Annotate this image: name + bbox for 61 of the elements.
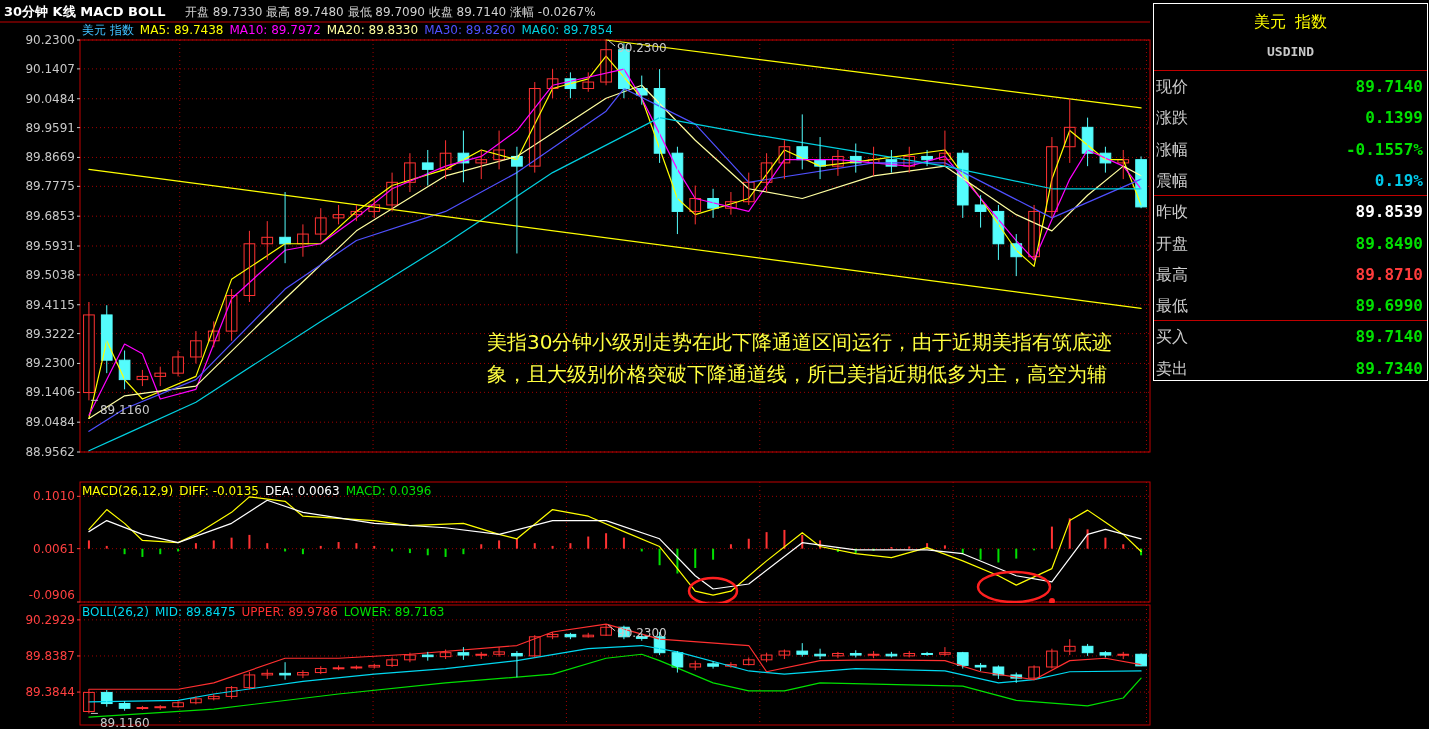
text: MA10: 89.7972 bbox=[229, 23, 321, 37]
text: MA5: 89.7438 bbox=[139, 23, 224, 37]
category-label: 开盘 bbox=[1156, 233, 1188, 253]
y-tick-label: 89.4115 bbox=[25, 297, 75, 312]
text: 89.8490 bbox=[1355, 233, 1423, 253]
category-label: 买入 bbox=[1156, 327, 1188, 347]
category-label: 最高 bbox=[1156, 264, 1188, 284]
category-label: 震幅 bbox=[1156, 170, 1188, 190]
category-label: 最低 bbox=[1156, 296, 1188, 316]
y-tick-label: 0.0061 bbox=[33, 541, 75, 556]
chart-title: BOLL(26,2) bbox=[82, 605, 149, 619]
text: USDIND bbox=[1266, 44, 1315, 59]
y-tick-label: 90.1407 bbox=[25, 61, 75, 76]
y-tick-label: 89.3222 bbox=[25, 326, 75, 341]
y-tick-label: 88.9562 bbox=[25, 445, 75, 459]
text: 89.7340 bbox=[1355, 358, 1423, 378]
y-tick-label: 90.2300 bbox=[25, 33, 75, 47]
chart-title: MACD(26,12,9) bbox=[82, 484, 174, 498]
text: 89.6990 bbox=[1355, 296, 1423, 316]
y-tick-label: 89.2300 bbox=[25, 356, 75, 371]
series-label: DIFF: -0.0135 bbox=[179, 484, 259, 498]
y-tick-label: 89.5038 bbox=[25, 267, 75, 282]
text: MA60: 89.7854 bbox=[521, 23, 613, 37]
y-tick-label: 89.1406 bbox=[25, 385, 75, 400]
annotation: 美指30分钟小级别走势在此下降通道区间运行，由于近期美指有筑底迹象，且大级别价格突破下降通道线，所已美指近期低多为主，高空为辅 bbox=[487, 329, 1114, 388]
y-tick-label: 90.0484 bbox=[25, 91, 75, 106]
text: -0.1557% bbox=[1345, 139, 1423, 159]
text: 0.19% bbox=[1374, 170, 1423, 190]
text: MA20: 89.8330 bbox=[326, 23, 419, 37]
y-tick-label: -0.0906 bbox=[28, 588, 75, 602]
text: 89.7140 bbox=[1355, 77, 1423, 96]
y-tick-label: 89.6853 bbox=[25, 209, 75, 224]
text: MACD: 0.0396 bbox=[345, 484, 432, 498]
chart-subtitle: 开盘 89.7330 最高 89.7480 最低 89.7090 收盘 89.7140 涨幅 -0.0267% bbox=[185, 5, 596, 19]
annotation: 89.1160 bbox=[99, 716, 150, 729]
y-tick-label: 89.9591 bbox=[25, 120, 75, 135]
text: 美元 指数 bbox=[1252, 12, 1329, 33]
text: 0.1399 bbox=[1365, 108, 1423, 128]
category-label: 卖出 bbox=[1156, 358, 1188, 378]
series-label: DEA: 0.0063 bbox=[264, 484, 340, 498]
text: MA30: 89.8260 bbox=[424, 23, 516, 37]
y-tick-label: 90.2929 bbox=[25, 612, 75, 627]
chart-title: 30分钟 K线 MACD BOLL bbox=[4, 4, 166, 19]
y-tick-label: 89.5931 bbox=[25, 239, 75, 253]
y-tick-label: 89.0484 bbox=[25, 415, 75, 430]
category-label: 昨收 bbox=[1156, 202, 1188, 222]
text: LOWER: 89.7163 bbox=[343, 605, 445, 619]
text: 89.7140 bbox=[1355, 327, 1423, 347]
legend-title: 美元 指数 bbox=[82, 23, 134, 37]
category-label: 涨跌 bbox=[1156, 108, 1188, 128]
y-tick-label: 0.1010 bbox=[33, 489, 75, 504]
category-label: 现价 bbox=[1156, 77, 1188, 96]
y-tick-label: 89.7775 bbox=[25, 179, 75, 194]
text: MID: 89.8475 bbox=[154, 605, 236, 619]
category-label: 涨幅 bbox=[1156, 139, 1188, 159]
text: 89.8539 bbox=[1355, 202, 1423, 222]
y-tick-label: 89.8387 bbox=[25, 648, 75, 663]
y-tick-label: 89.8669 bbox=[25, 150, 75, 165]
text: 89.8710 bbox=[1355, 264, 1423, 284]
text: UPPER: 89.9786 bbox=[241, 605, 338, 619]
y-tick-label: 89.3844 bbox=[25, 685, 75, 700]
